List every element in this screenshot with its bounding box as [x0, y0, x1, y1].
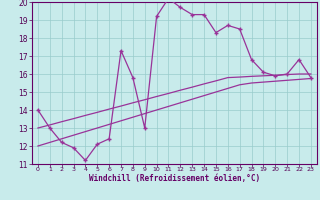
X-axis label: Windchill (Refroidissement éolien,°C): Windchill (Refroidissement éolien,°C) [89, 174, 260, 183]
